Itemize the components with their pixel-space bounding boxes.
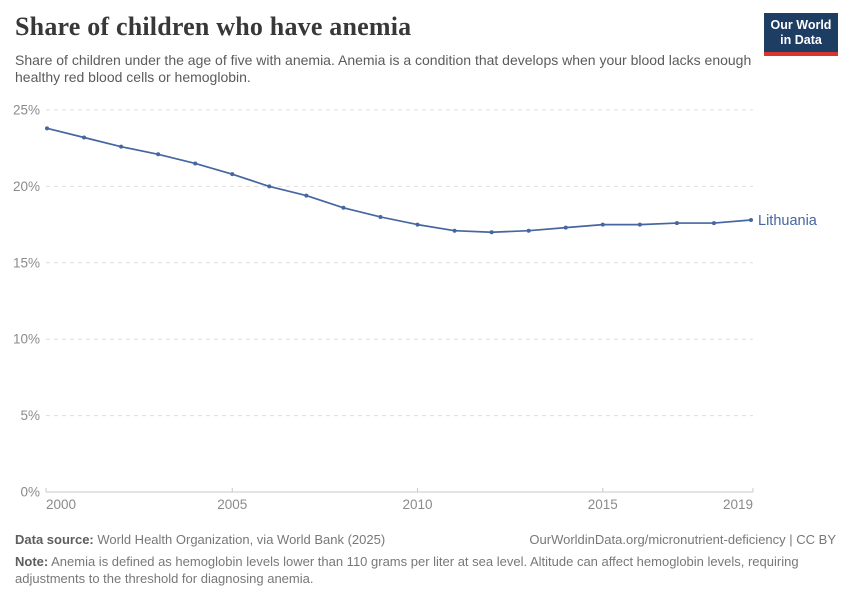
attribution-link[interactable]: OurWorldinData.org/micronutrient-deficie…	[529, 532, 836, 547]
data-point	[45, 126, 49, 131]
data-source: Data source: World Health Organization, …	[15, 531, 385, 549]
data-point	[304, 193, 309, 198]
chart-footer: Data source: World Health Organization, …	[15, 531, 836, 588]
data-point	[415, 222, 420, 227]
data-point	[563, 225, 568, 230]
data-point	[749, 218, 753, 223]
owid-logo-line1: Our World	[770, 17, 832, 32]
data-source-label: Data source:	[15, 532, 94, 547]
chart-title: Share of children who have anemia	[15, 12, 412, 41]
chart-note: Note: Anemia is defined as hemoglobin le…	[15, 553, 817, 588]
data-point	[526, 228, 531, 233]
data-point	[711, 221, 716, 226]
y-axis-label: 0%	[20, 485, 40, 500]
data-point	[452, 228, 457, 233]
note-text: Anemia is defined as hemoglobin levels l…	[15, 553, 799, 587]
data-point	[267, 184, 272, 189]
x-axis-label: 2010	[403, 497, 433, 512]
data-point	[341, 205, 346, 210]
data-point	[119, 144, 124, 149]
data-point	[82, 135, 87, 140]
data-point	[193, 161, 198, 166]
data-point	[156, 152, 161, 157]
data-point	[378, 214, 383, 219]
data-source-text: World Health Organization, via World Ban…	[93, 532, 386, 547]
y-axis-label: 5%	[20, 408, 40, 423]
series-label: Lithuania	[758, 213, 818, 229]
chart-subtitle: Share of children under the age of five …	[15, 52, 752, 86]
data-line	[46, 127, 752, 234]
x-axis-label: 2015	[588, 497, 618, 512]
y-axis-label: 20%	[13, 179, 40, 194]
owid-logo-line2: in Data	[780, 32, 822, 47]
data-point	[674, 221, 679, 226]
x-axis-label: 2019	[723, 497, 753, 512]
source-row: Data source: World Health Organization, …	[15, 531, 836, 549]
y-axis-label: 10%	[13, 332, 40, 347]
data-point	[489, 230, 494, 235]
owid-logo[interactable]: Our World in Data	[764, 13, 838, 56]
data-point	[230, 172, 235, 177]
y-axis-label: 15%	[13, 255, 40, 270]
note-label: Note:	[15, 553, 49, 569]
y-axis-label: 25%	[13, 103, 40, 118]
data-point	[600, 222, 605, 227]
data-point	[637, 222, 642, 227]
x-axis-label: 2005	[217, 497, 247, 512]
x-axis-label: 2000	[46, 497, 76, 512]
